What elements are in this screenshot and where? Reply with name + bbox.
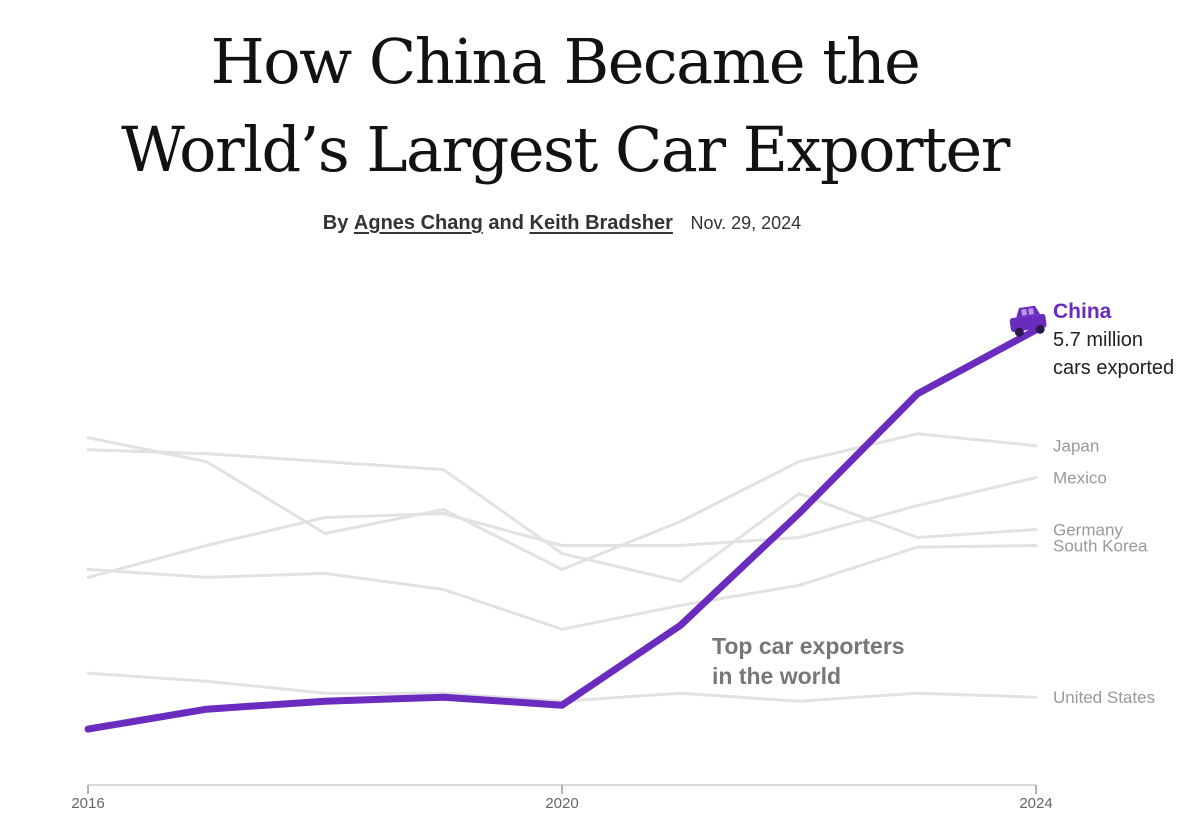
- china-value-line-1: 5.7 million: [1053, 329, 1143, 351]
- car-wheel-back: [1035, 324, 1045, 334]
- series-label-south-korea: South Korea: [1053, 536, 1148, 555]
- byline-prefix: By: [322, 212, 349, 234]
- series-label-mexico: Mexico: [1053, 469, 1107, 488]
- author-link-agnes-chang[interactable]: Agnes Chang: [353, 212, 483, 234]
- author-link-keith-bradsher[interactable]: Keith Bradsher: [529, 212, 673, 234]
- series-line-china: [84, 326, 1040, 733]
- car-window-back: [1028, 308, 1034, 315]
- series-label-germany: Germany: [1053, 521, 1123, 540]
- byline: By Agnes Chang and Keith Bradsher Nov. 2…: [0, 212, 1124, 235]
- car-icon: [1009, 305, 1047, 337]
- chart-annotation-line-1: Top car exporters: [712, 633, 905, 659]
- car-window-front: [1021, 309, 1028, 316]
- x-tick-label-2016: 2016: [71, 795, 104, 812]
- headline-line-1: How China Became the: [210, 25, 921, 98]
- series-line-mexico: [86, 476, 1038, 579]
- x-axis-ticks: 2016 2020 2024: [71, 785, 1053, 812]
- context-series-group: [86, 432, 1038, 703]
- headline: How China Became the World’s Largest Car…: [0, 18, 1130, 194]
- series-line-japan: [86, 432, 1038, 571]
- car-wheel-front: [1014, 327, 1024, 337]
- chart-annotation-line-2: in the world: [712, 663, 841, 689]
- series-line-south-korea: [86, 544, 1038, 631]
- china-series-label: China: [1053, 300, 1112, 323]
- x-tick-label-2024: 2024: [1019, 795, 1052, 812]
- china-value-line-2: cars exported: [1053, 357, 1174, 379]
- publish-date: Nov. 29, 2024: [690, 213, 802, 233]
- highlight-series-group: [84, 326, 1040, 733]
- headline-line-2: World’s Largest Car Exporter: [121, 113, 1010, 186]
- byline-and: and: [488, 212, 524, 234]
- series-label-united-states: United States: [1053, 688, 1155, 707]
- series-label-japan: Japan: [1053, 437, 1099, 456]
- x-tick-label-2020: 2020: [545, 795, 578, 812]
- series-line-germany: [86, 448, 1038, 583]
- series-line-united-states: [86, 671, 1038, 703]
